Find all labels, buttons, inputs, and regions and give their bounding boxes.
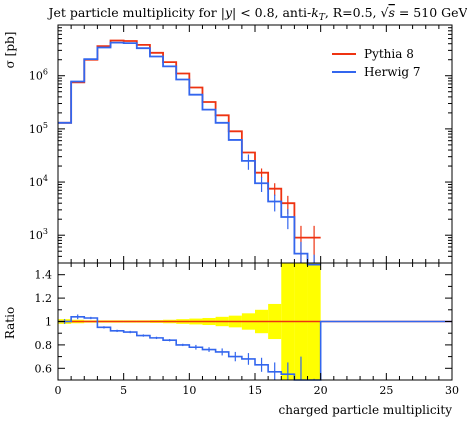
- y-tick-label-lower: 0.6: [35, 362, 53, 375]
- title-rest: , R=0.5,: [325, 5, 381, 20]
- y-tick-label-lower: 0.8: [35, 339, 53, 352]
- legend-label-herwig: Herwig 7: [364, 65, 421, 79]
- y-tick-label-upper: 103: [29, 227, 48, 242]
- title-eq: = 510 GeV: [395, 5, 467, 20]
- title-sub: T: [319, 13, 326, 23]
- title-y: y: [224, 5, 233, 20]
- x-tick-label: 10: [182, 384, 196, 397]
- y-tick-label-lower: 1.4: [35, 269, 53, 282]
- y-tick-label-lower: 1: [45, 316, 52, 329]
- upper-series-layer: [58, 39, 321, 266]
- title-prefix: Jet particle multiplicity for |: [46, 5, 225, 20]
- x-axis-label: charged particle multiplicity: [279, 403, 453, 417]
- title-sqrt: √: [381, 5, 389, 20]
- title-s: s: [388, 5, 394, 20]
- y-tick-label-lower: 1.2: [35, 292, 53, 305]
- x-tick-label: 25: [379, 384, 393, 397]
- x-tick-label: 15: [248, 384, 262, 397]
- x-tick-label: 0: [55, 384, 62, 397]
- y-tick-label-upper: 104: [29, 174, 48, 189]
- chart-title: Jet particle multiplicity for |y| < 0.8,…: [46, 5, 467, 23]
- y-axis-label-lower: Ratio: [3, 307, 17, 339]
- x-tick-label: 30: [445, 384, 459, 397]
- title-k: k: [311, 5, 319, 20]
- title-lt: | < 0.8, anti-: [232, 5, 311, 20]
- x-tick-label: 5: [120, 384, 127, 397]
- y-tick-label-upper: 105: [29, 121, 48, 136]
- legend: Pythia 8 Herwig 7: [332, 47, 421, 79]
- x-tick-label: 20: [314, 384, 328, 397]
- legend-label-pythia: Pythia 8: [364, 47, 414, 61]
- y-axis-label-upper: σ [pb]: [3, 32, 17, 69]
- ratio-line-herwig: [58, 316, 452, 381]
- axes-layer: 0 5 10 15 20 25 30 103 104 105 106 0.6 0.8 1 1.2 1.4: [29, 24, 459, 397]
- lower-series-layer: [58, 314, 452, 381]
- y-tick-label-upper: 106: [29, 68, 48, 83]
